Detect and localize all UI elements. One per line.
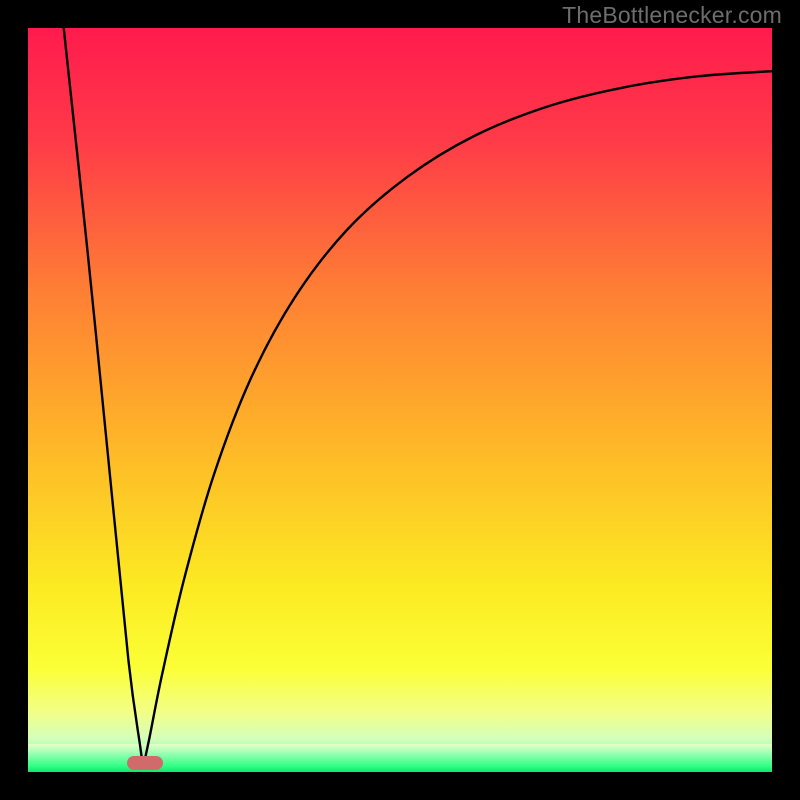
chart-container: TheBottlenecker.com bbox=[0, 0, 800, 800]
chart-curve-layer bbox=[0, 0, 800, 800]
watermark-text: TheBottlenecker.com bbox=[562, 2, 782, 29]
chart-minimum-marker bbox=[127, 756, 163, 770]
chart-curve bbox=[64, 28, 772, 762]
